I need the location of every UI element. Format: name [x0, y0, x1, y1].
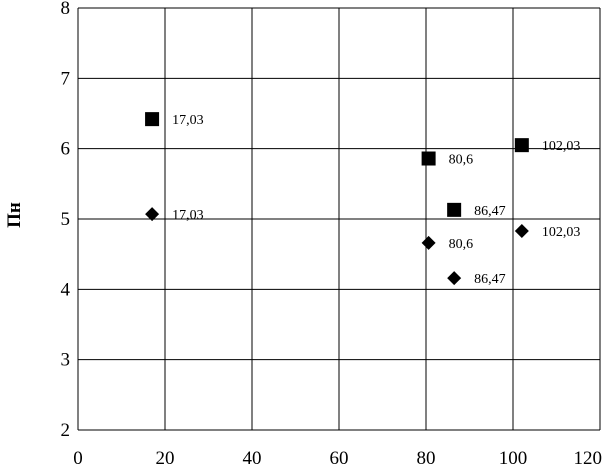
- x-tick-label: 20: [156, 448, 175, 469]
- y-tick-label: 5: [61, 209, 71, 230]
- data-label: 17,03: [172, 113, 204, 128]
- data-label: 80,6: [449, 237, 474, 252]
- data-label: 80,6: [449, 153, 474, 168]
- diamond-marker: [514, 223, 529, 238]
- diamond-marker: [145, 207, 160, 222]
- square-marker: [145, 112, 160, 127]
- x-tick-label: 0: [73, 448, 83, 469]
- x-tick-label: 40: [243, 448, 262, 469]
- data-points: 17,03 80,6 86,47 102,03 17,03 80,6 86,47 102,03: [145, 112, 580, 287]
- x-tick-label: 80: [417, 448, 436, 469]
- data-label: 102,03: [542, 139, 581, 154]
- grid-lines: [77, 7, 601, 431]
- data-label: 17,03: [172, 208, 204, 223]
- diamond-marker: [447, 271, 462, 286]
- square-marker: [514, 138, 529, 153]
- x-tick-label: 120: [574, 448, 603, 469]
- square-marker: [421, 151, 436, 166]
- data-label: 86,47: [474, 204, 506, 219]
- x-tick-label: 60: [330, 448, 349, 469]
- y-tick-label: 8: [61, 0, 71, 19]
- data-label: 102,03: [542, 225, 581, 240]
- x-axis-tick-labels: 0 20 40 60 80 100 120: [73, 448, 602, 469]
- y-tick-label: 3: [61, 350, 71, 371]
- y-axis-label: Пн: [4, 202, 25, 228]
- x-tick-label: 100: [499, 448, 528, 469]
- diamond-marker: [421, 235, 436, 250]
- y-tick-label: 7: [61, 68, 71, 89]
- y-axis-tick-labels: 2 3 4 5 6 7 8: [61, 0, 71, 441]
- data-label: 86,47: [474, 272, 506, 287]
- y-tick-label: 4: [61, 279, 71, 300]
- y-tick-label: 6: [61, 139, 71, 160]
- square-marker: [447, 202, 462, 217]
- y-tick-label: 2: [61, 420, 71, 441]
